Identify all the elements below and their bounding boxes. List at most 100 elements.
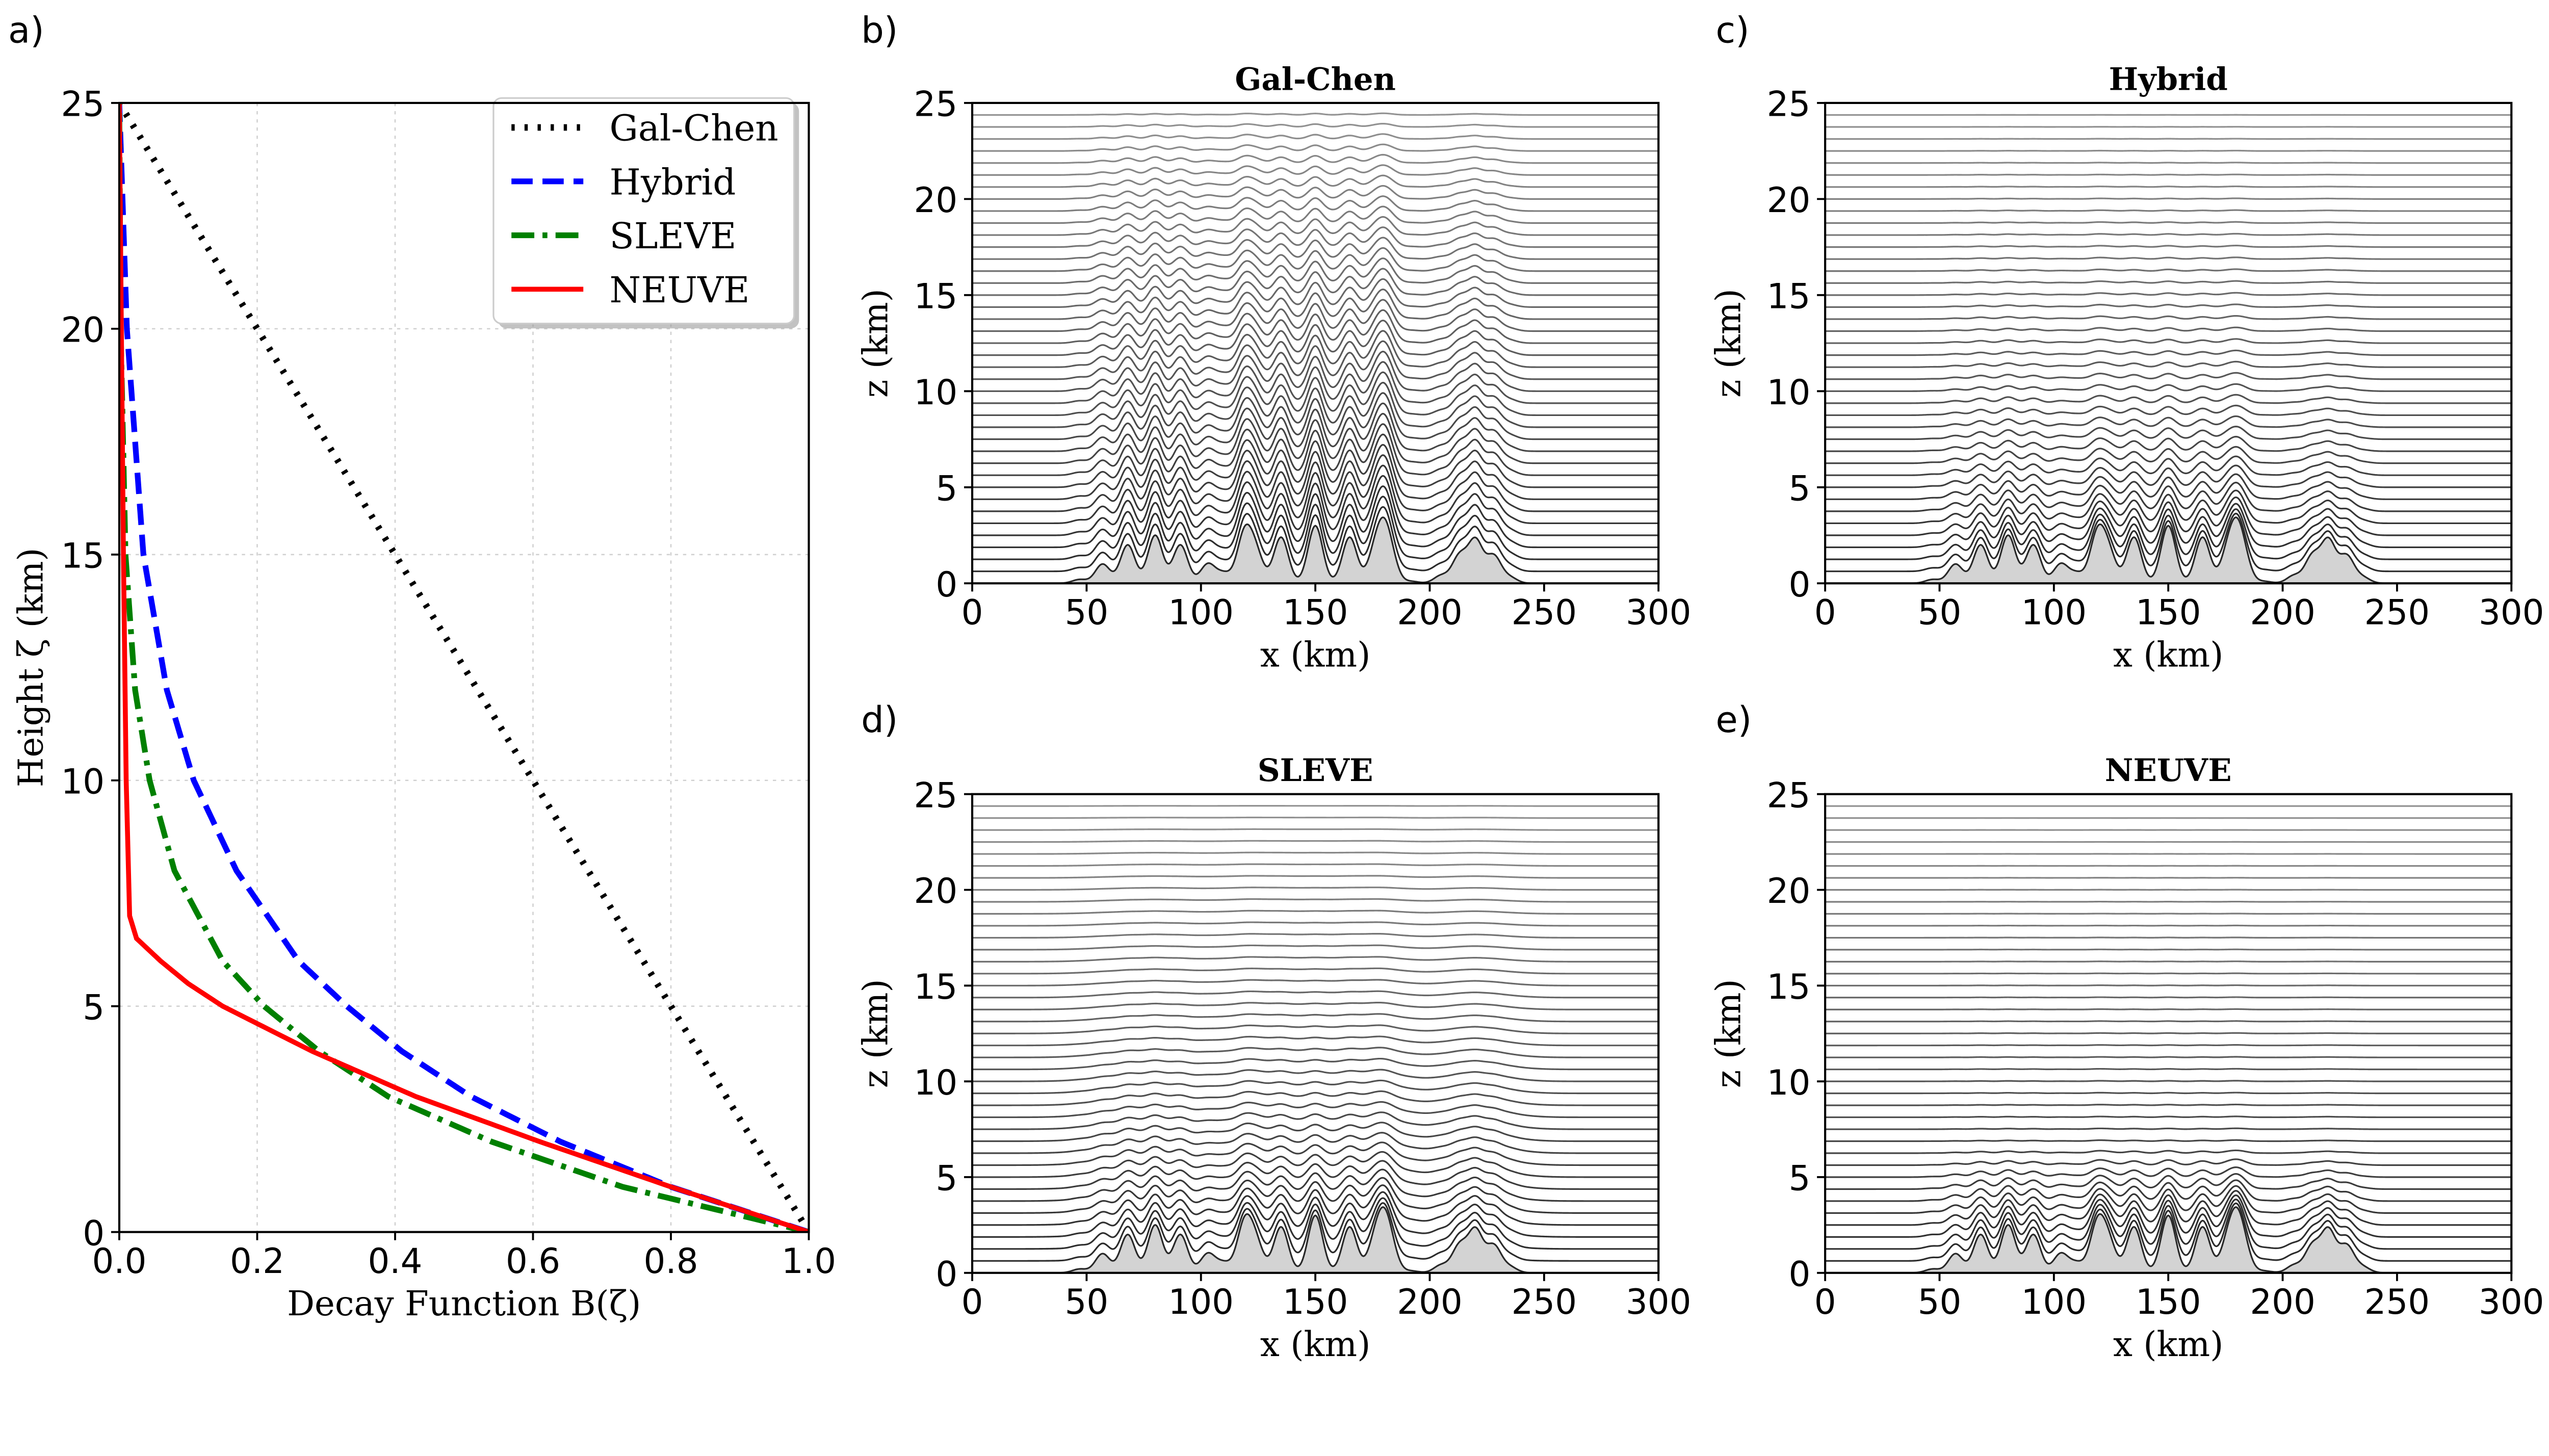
y-tick-label: 0 bbox=[83, 1213, 105, 1253]
coordinate-level-line bbox=[972, 454, 1659, 512]
coordinate-level-line bbox=[1825, 173, 2512, 176]
coordinate-level-line bbox=[972, 1177, 1659, 1214]
coordinate-level-line bbox=[1825, 338, 2512, 344]
coordinate-level-line bbox=[972, 195, 1659, 212]
panel-label: c) bbox=[1715, 9, 1749, 51]
legend-label: Gal-Chen bbox=[610, 108, 778, 149]
x-axis-label: x (km) bbox=[2113, 635, 2223, 675]
x-tick-label: 250 bbox=[2364, 592, 2430, 632]
coordinate-level-line bbox=[972, 464, 1659, 525]
coordinate-level-line bbox=[972, 1122, 1659, 1142]
coordinate-level-line bbox=[972, 1001, 1659, 1010]
terrain bbox=[1825, 1207, 2512, 1273]
coordinate-level-line bbox=[1825, 516, 2512, 584]
coordinate-level-line bbox=[972, 392, 1659, 440]
coordinate-level-line bbox=[1825, 1115, 2512, 1119]
chart-title: Hybrid bbox=[2109, 61, 2228, 97]
coordinate-level-line bbox=[1825, 496, 2512, 536]
coordinate-level-line bbox=[972, 309, 1659, 344]
coordinate-level-line bbox=[1825, 1206, 2512, 1273]
x-tick-label: 200 bbox=[1397, 592, 1462, 632]
axes-frame bbox=[118, 101, 810, 1233]
coordinate-level-line bbox=[972, 350, 1659, 392]
panel-label: a) bbox=[8, 9, 44, 51]
coordinate-level-line bbox=[972, 816, 1659, 819]
x-tick-label: 200 bbox=[2250, 592, 2315, 632]
plot-area bbox=[1825, 102, 2512, 584]
y-tick-label: 25 bbox=[1767, 85, 1811, 124]
coordinate-level-line bbox=[972, 226, 1659, 248]
x-tick-label: 0.8 bbox=[644, 1241, 698, 1281]
y-tick-label: 20 bbox=[1767, 180, 1811, 220]
coordinate-level-line bbox=[1825, 473, 2512, 500]
coordinate-level-line bbox=[1825, 1166, 2512, 1178]
coordinate-level-line bbox=[972, 1206, 1659, 1273]
y-tick-label: 20 bbox=[1767, 871, 1811, 911]
legend: Gal-Chen Hybrid SLEVE NEUVE bbox=[492, 97, 799, 329]
coordinate-level-line bbox=[1825, 280, 2512, 284]
coordinate-level-line bbox=[972, 1090, 1659, 1106]
coordinate-level-line bbox=[972, 1079, 1659, 1095]
coordinate-level-line bbox=[972, 944, 1659, 951]
coordinate-level-line bbox=[1825, 1139, 2512, 1142]
plot-area bbox=[972, 794, 1659, 1273]
coordinate-level-line bbox=[972, 1197, 1659, 1250]
coordinate-level-line bbox=[1825, 1103, 2512, 1106]
coordinate-level-line bbox=[972, 828, 1659, 831]
coordinate-level-line bbox=[972, 840, 1659, 843]
x-tick-label: 0 bbox=[961, 592, 983, 632]
y-tick-label: 25 bbox=[914, 85, 958, 124]
coordinate-level-line bbox=[1825, 1179, 2512, 1202]
coordinate-level-line bbox=[972, 887, 1659, 891]
y-tick-label: 10 bbox=[914, 1063, 958, 1103]
coordinate-level-line bbox=[972, 475, 1659, 536]
coordinate-level-line bbox=[1825, 464, 2512, 488]
y-axis-label: z (km) bbox=[1708, 289, 1748, 398]
x-tick-label: 0.4 bbox=[368, 1241, 422, 1281]
x-tick-label: 200 bbox=[2250, 1282, 2315, 1322]
y-tick-label: 10 bbox=[914, 373, 958, 412]
coordinate-level-line bbox=[1825, 435, 2512, 452]
coordinate-level-line bbox=[972, 506, 1659, 573]
y-tick-label: 5 bbox=[935, 1159, 957, 1199]
x-tick-label: 0 bbox=[961, 1282, 983, 1322]
y-tick-label: 15 bbox=[1767, 967, 1811, 1007]
coordinate-level-line bbox=[1825, 245, 2512, 248]
coordinate-level-line bbox=[972, 289, 1659, 320]
coordinate-level-line bbox=[1825, 256, 2512, 260]
coordinate-level-line bbox=[972, 979, 1659, 986]
coordinate-level-line bbox=[1825, 481, 2512, 512]
panel-label: d) bbox=[861, 699, 898, 741]
coordinate-level-line bbox=[972, 1160, 1659, 1190]
series-line-neuve bbox=[119, 102, 809, 1232]
figure: a) Gal-Chen Hybrid SLEVE NEUVE 0.0 0.2 0.4 0.6 0.… bbox=[8, 9, 2544, 1364]
x-tick-label: 100 bbox=[1168, 1282, 1234, 1322]
coordinate-level-line bbox=[972, 361, 1659, 404]
coordinate-level-line bbox=[972, 412, 1659, 464]
y-tick-label: 5 bbox=[1788, 1159, 1810, 1199]
y-tick-label: 5 bbox=[1788, 469, 1810, 508]
coordinate-level-line bbox=[1825, 512, 2512, 573]
coordinate-level-line bbox=[1825, 455, 2512, 476]
coordinate-level-line bbox=[1825, 268, 2512, 272]
coordinate-level-line bbox=[972, 851, 1659, 855]
x-tick-label: 0.2 bbox=[230, 1241, 284, 1281]
y-tick-label: 5 bbox=[935, 469, 957, 508]
coordinate-level-line bbox=[1825, 303, 2512, 308]
coordinate-level-line bbox=[1825, 508, 2512, 560]
chart-title: SLEVE bbox=[1258, 752, 1373, 789]
x-tick-label: 0.0 bbox=[92, 1241, 146, 1281]
panel-gal-chen: b) Gal-Chen 0 50 100 150 200 250 300 0 5 10 15 20 25 x … bbox=[855, 9, 1691, 674]
coordinate-level-line bbox=[972, 299, 1659, 332]
y-axis-label: Height ζ (km) bbox=[11, 548, 50, 787]
x-tick-label: 150 bbox=[1283, 1282, 1348, 1322]
coordinate-level-line bbox=[1825, 1020, 2512, 1023]
y-axis-label: z (km) bbox=[855, 979, 895, 1088]
coordinate-level-line bbox=[972, 1141, 1659, 1166]
series-line-hybrid bbox=[119, 102, 809, 1232]
coordinate-level-line bbox=[972, 237, 1659, 260]
y-axis-label: z (km) bbox=[855, 289, 895, 398]
coordinate-level-line bbox=[972, 1057, 1659, 1071]
terrain bbox=[972, 517, 1659, 584]
x-tick-label: 1.0 bbox=[782, 1241, 836, 1281]
